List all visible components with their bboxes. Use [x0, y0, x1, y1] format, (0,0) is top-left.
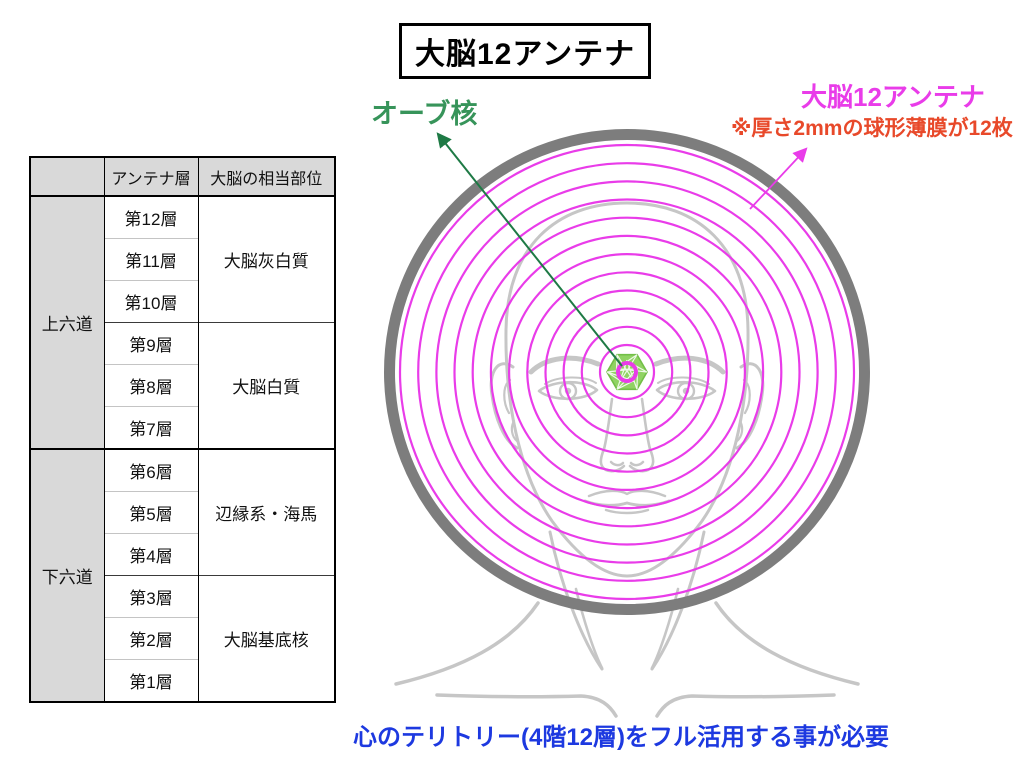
- table-layer-cell: 第8層: [103, 364, 199, 407]
- table-row: 上六道 第12層 大脳灰白質: [29, 195, 336, 449]
- table-layer-cell: 第6層: [103, 448, 199, 492]
- left-eye: [537, 380, 599, 401]
- bottom-caption: 心のテリトリー(4階12層)をフル活用する事が必要: [353, 724, 890, 751]
- table-row: 第1層: [30, 659, 335, 702]
- antenna-circle: [398, 143, 856, 601]
- antenna-circle: [562, 307, 692, 437]
- face-line-art: [394, 201, 860, 718]
- table-layer-cell: 第11層: [103, 238, 199, 281]
- table-row: 第3層 大脳基底核: [30, 575, 336, 702]
- table-row: 第11層: [30, 238, 335, 281]
- antenna-circle: [508, 253, 747, 492]
- table-row: 第9層 大脳白質: [30, 322, 336, 449]
- right-eyelid-crease: [657, 376, 710, 385]
- right-ear-inner: [735, 378, 751, 443]
- neck-right: [650, 530, 706, 671]
- neck-left: [548, 530, 604, 671]
- left-eyelid-crease: [544, 376, 597, 385]
- antenna-circle: [453, 198, 801, 546]
- table-region-cell: 大脳白質: [197, 322, 336, 449]
- antenna-circle: [417, 162, 837, 582]
- antenna-layer-table: アンテナ層 大脳の相当部位 上六道 第12層 大脳灰白質 第11層 第10層 第9層 大脳白…: [29, 156, 336, 703]
- header-brain-region: 大脳の相当部位: [197, 157, 336, 197]
- header-empty-cell: [29, 157, 105, 197]
- table-row: 第5層: [30, 491, 335, 534]
- table-row: 第4層: [30, 533, 335, 576]
- header-antenna-layer: アンテナ層: [103, 157, 199, 197]
- right-nostril: [629, 460, 645, 467]
- table-layer-cell: 第7層: [103, 406, 199, 449]
- table-layer-cell: 第4層: [103, 533, 199, 576]
- table-layer-cell: 第12層: [103, 195, 199, 239]
- table-group-cell: 下六道: [29, 448, 105, 702]
- left-ear-inner: [503, 378, 519, 443]
- table-layer-cell: 第2層: [103, 617, 199, 660]
- table-row: 第2層: [30, 617, 335, 660]
- orb-inner-ring: [616, 361, 638, 383]
- orb-core-icon: [606, 353, 648, 391]
- table-layer-cell: 第9層: [103, 322, 199, 365]
- antenna-label: 大脳12アンテナ: [801, 82, 985, 112]
- right-iris: [676, 381, 696, 401]
- right-eyebrow: [653, 355, 726, 375]
- neck-right-inner: [650, 587, 680, 670]
- table-region-cell: 大脳基底核: [197, 575, 336, 702]
- left-eyebrow: [528, 355, 601, 375]
- antenna-circle: [526, 271, 728, 473]
- right-collarbone: [655, 693, 836, 718]
- orb-core-label: オーブ核: [371, 99, 478, 129]
- orb-core-arrow: [436, 132, 623, 367]
- outer-gray-ring: [384, 129, 870, 615]
- lower-lip: [604, 508, 650, 515]
- table-layer-cell: 第5層: [103, 491, 199, 534]
- right-shoulder: [714, 601, 860, 686]
- antenna-circle: [489, 234, 765, 510]
- table-region-cell: 辺縁系・海馬: [197, 448, 336, 576]
- table-header-row: アンテナ層 大脳の相当部位: [29, 157, 336, 197]
- antenna-thickness-note: ※厚さ2mmの球形薄膜が12枚: [731, 117, 1013, 140]
- table-layer-cell: 第10層: [103, 280, 199, 323]
- table-layer-cell: 第3層: [103, 575, 199, 618]
- table-row: 下六道 第6層 辺縁系・海馬: [29, 448, 336, 702]
- left-shoulder: [394, 601, 540, 686]
- upper-lip: [587, 489, 667, 498]
- antenna-circle: [580, 325, 674, 419]
- antenna-circle: [598, 343, 656, 401]
- antenna-circle: [544, 289, 710, 455]
- table-layer-cell: 第1層: [103, 659, 199, 702]
- page-title: 大脳12アンテナ: [399, 23, 652, 79]
- antenna-circles-group: [384, 129, 870, 615]
- table-row: 第10層: [30, 280, 335, 323]
- antenna-circle: [471, 216, 783, 528]
- antenna-circle: [435, 180, 819, 564]
- neck-left-inner: [574, 587, 604, 670]
- antenna-arrow: [749, 147, 808, 210]
- table-row: 第7層: [30, 406, 335, 449]
- right-eye: [655, 380, 717, 401]
- left-collarbone: [435, 693, 618, 718]
- table-row: 第8層: [30, 364, 335, 407]
- left-iris: [558, 381, 578, 401]
- table-region-cell: 大脳灰白質: [197, 195, 336, 323]
- table-group-cell: 上六道: [29, 195, 105, 449]
- left-nostril: [609, 460, 625, 467]
- head-outline: [504, 201, 750, 578]
